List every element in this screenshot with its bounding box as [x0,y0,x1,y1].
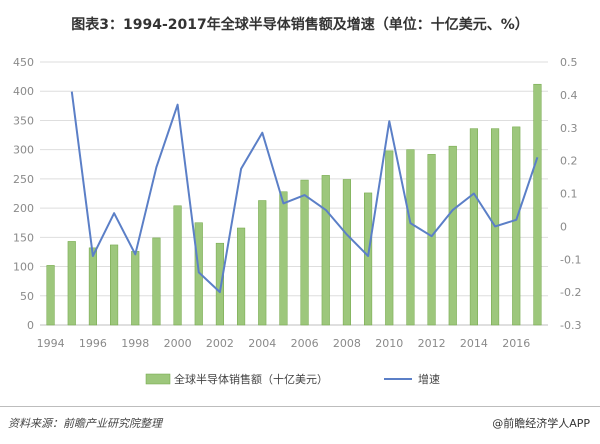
y-right-tick-label: 0 [560,220,567,233]
x-tick-label: 1994 [37,337,65,350]
legend-label-bar: 全球半导体销售额（十亿美元） [174,372,328,386]
bar-2016 [512,126,521,326]
bar-1998 [131,251,140,326]
y-right-tick-label: 0.3 [560,122,578,135]
x-tick-label: 1996 [79,337,107,350]
bar-2014 [469,128,478,326]
x-tick-label: 1998 [121,337,149,350]
y-right-tick-label: 0.1 [560,188,578,201]
bar-2012 [427,154,436,326]
bar-2005 [279,191,288,326]
y-right-tick-label: -0.1 [560,253,581,266]
bar-2006 [300,179,309,326]
legend-swatch-bar [145,373,171,385]
x-tick-label: 2010 [375,337,403,350]
chart-title: 图表3：1994-2017年全球半导体销售额及增速（单位：十亿美元、%） [71,17,529,33]
y-left-tick-label: 350 [13,114,34,127]
y-right-tick-label: -0.2 [560,286,581,299]
y-left-tick-label: 100 [13,261,34,274]
bar-2002 [215,242,224,326]
bar-2008 [342,179,351,326]
bar-1995 [67,241,76,326]
footer-divider [0,406,600,407]
y-left-tick-label: 0 [27,319,34,332]
y-left-tick-label: 450 [13,56,34,69]
x-tick-label: 2000 [164,337,192,350]
growth-rate-line [70,91,539,294]
y-left-tick-label: 50 [20,290,34,303]
y-left-tick-label: 400 [13,85,34,98]
bar-2017 [533,83,542,326]
bar-2001 [194,222,203,326]
bar-1996 [88,247,97,326]
x-tick-label: 2002 [206,337,234,350]
y-right-tick-label: -0.3 [560,319,581,332]
y-left-tick-label: 150 [13,231,34,244]
y-right-tick-label: 0.2 [560,155,578,168]
x-tick-label: 2012 [418,337,446,350]
bar-2011 [406,149,415,326]
bar-2004 [258,200,267,326]
x-tick-label: 2004 [248,337,276,350]
x-tick-label: 2016 [502,337,530,350]
x-tick-label: 2008 [333,337,361,350]
bar-2000 [173,205,182,326]
y-left-tick-label: 300 [13,144,34,157]
bar-2003 [237,227,246,326]
bar-2007 [321,175,330,326]
y-right-tick-label: 0.4 [560,89,578,102]
bar-2013 [448,145,457,326]
bar-2009 [364,192,373,326]
bar-1994 [46,265,55,326]
bar-1997 [110,244,119,326]
y-right-tick-label: 0.5 [560,56,578,69]
source-note: 资料来源：前瞻产业研究院整理 [8,417,162,430]
x-tick-label: 2006 [291,337,319,350]
bar-1999 [152,237,161,326]
bar-2010 [385,150,394,326]
brand-credit: @前瞻经济学人APP [492,417,590,430]
x-tick-label: 2014 [460,337,488,350]
y-left-tick-label: 200 [13,202,34,215]
legend-label-line: 增速 [418,372,440,386]
y-left-tick-label: 250 [13,173,34,186]
